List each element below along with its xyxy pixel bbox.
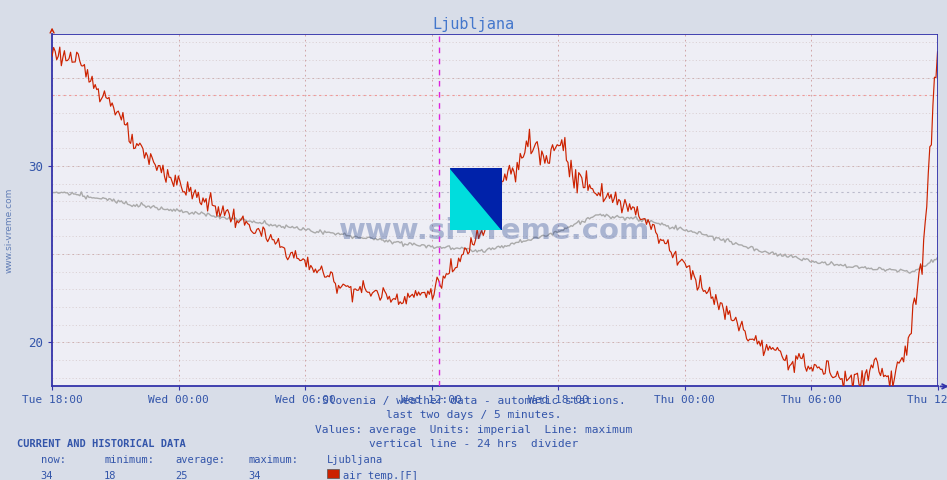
Text: www.si-vreme.com: www.si-vreme.com xyxy=(339,217,651,245)
Text: 18: 18 xyxy=(104,471,116,480)
Text: 34: 34 xyxy=(248,471,260,480)
Text: 34: 34 xyxy=(41,471,53,480)
Text: CURRENT AND HISTORICAL DATA: CURRENT AND HISTORICAL DATA xyxy=(17,439,186,449)
Text: vertical line - 24 hrs  divider: vertical line - 24 hrs divider xyxy=(369,439,578,449)
Text: 25: 25 xyxy=(175,471,188,480)
Text: minimum:: minimum: xyxy=(104,455,154,465)
Text: maximum:: maximum: xyxy=(248,455,298,465)
Text: now:: now: xyxy=(41,455,65,465)
Text: Ljubljana: Ljubljana xyxy=(327,455,383,465)
Text: www.si-vreme.com: www.si-vreme.com xyxy=(5,188,14,273)
Text: last two days / 5 minutes.: last two days / 5 minutes. xyxy=(385,410,562,420)
Text: Values: average  Units: imperial  Line: maximum: Values: average Units: imperial Line: ma… xyxy=(314,425,633,435)
Polygon shape xyxy=(450,168,502,230)
Text: Slovenia / weather data - automatic stations.: Slovenia / weather data - automatic stat… xyxy=(322,396,625,406)
Text: Ljubljana: Ljubljana xyxy=(433,17,514,32)
Text: average:: average: xyxy=(175,455,225,465)
Text: air temp.[F]: air temp.[F] xyxy=(343,471,418,480)
Polygon shape xyxy=(450,168,502,230)
